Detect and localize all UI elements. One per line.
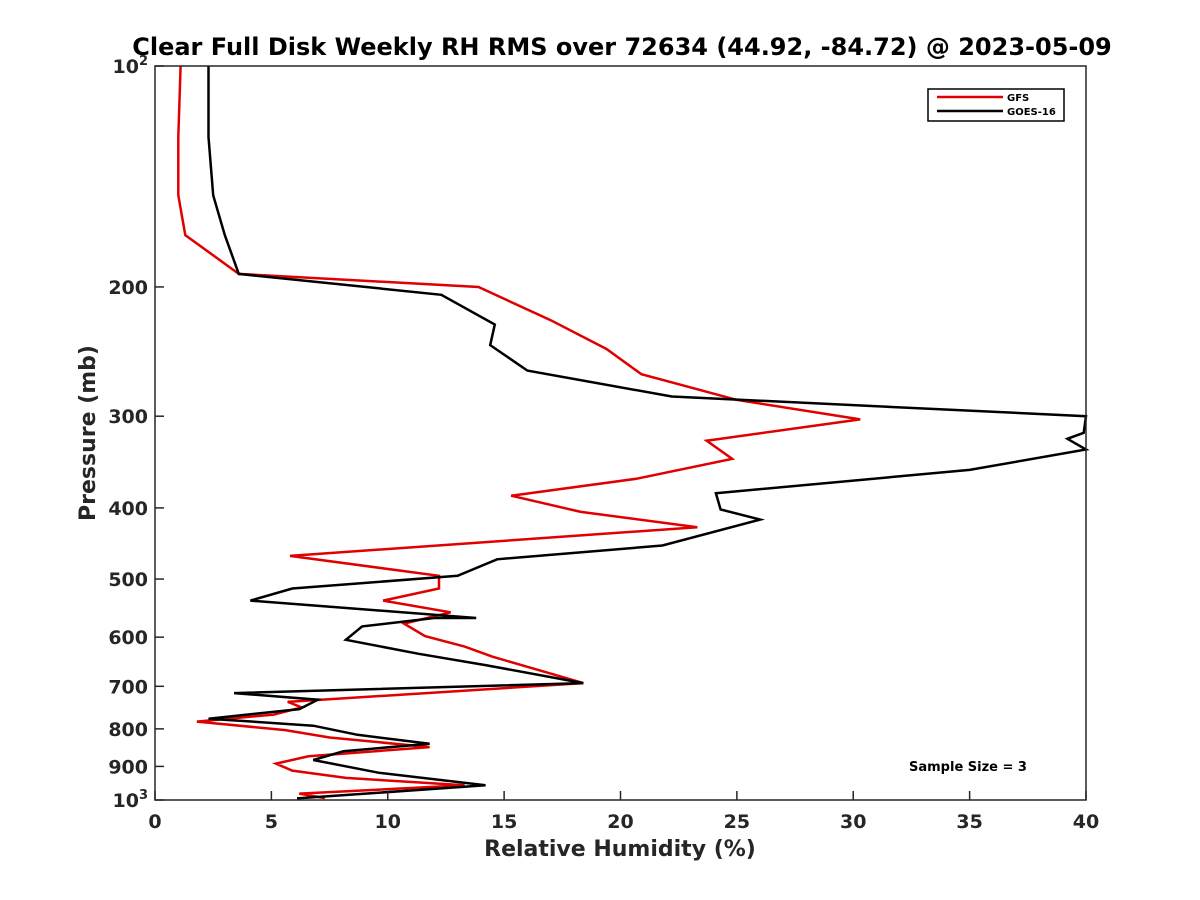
x-tick-label: 10 <box>375 811 401 833</box>
x-tick-label: 5 <box>265 811 278 833</box>
legend-label-gfs: GFS <box>1007 93 1029 104</box>
y-tick-label: 600 <box>108 627 148 649</box>
legend-label-goes16: GOES-16 <box>1007 107 1056 118</box>
x-tick-label: 20 <box>607 811 633 833</box>
series-line-gfs <box>177 65 861 800</box>
chart-title: Clear Full Disk Weekly RH RMS over 72634… <box>132 33 1112 61</box>
x-tick-label: 40 <box>1073 811 1099 833</box>
y-tick-label: 700 <box>108 676 148 698</box>
x-axis-ticks: 0 5 10 15 20 25 30 35 40 <box>148 791 1099 833</box>
y-tick-label: 500 <box>108 569 148 591</box>
x-axis-label: Relative Humidity (%) <box>484 837 756 862</box>
legend-box <box>927 88 1065 122</box>
y-axis-label: Pressure (mb) <box>76 345 101 521</box>
y-tick-label: 103 <box>113 788 149 812</box>
plot-area: 0 5 10 15 20 25 30 35 40 102 200 300 400 500 600 700 80… <box>108 54 1099 833</box>
y-tick-label: 800 <box>108 719 148 741</box>
series-layer <box>177 65 1090 800</box>
y-tick-label: 200 <box>108 277 148 299</box>
x-tick-label: 30 <box>840 811 866 833</box>
y-axis-ticks: 102 200 300 400 500 600 700 800 900 103 <box>108 54 164 812</box>
sample-size-annotation: Sample Size = 3 <box>909 760 1027 775</box>
x-tick-label: 25 <box>724 811 750 833</box>
y-tick-label: 400 <box>108 498 148 520</box>
x-tick-label: 15 <box>491 811 517 833</box>
y-tick-label: 900 <box>108 756 148 778</box>
y-tick-label: 102 <box>113 54 149 78</box>
x-tick-label: 0 <box>148 811 161 833</box>
y-tick-label: 300 <box>108 406 148 428</box>
x-tick-label: 35 <box>956 811 982 833</box>
legend: GFS GOES-16 <box>927 88 1065 122</box>
series-line-goes16 <box>207 66 1090 800</box>
